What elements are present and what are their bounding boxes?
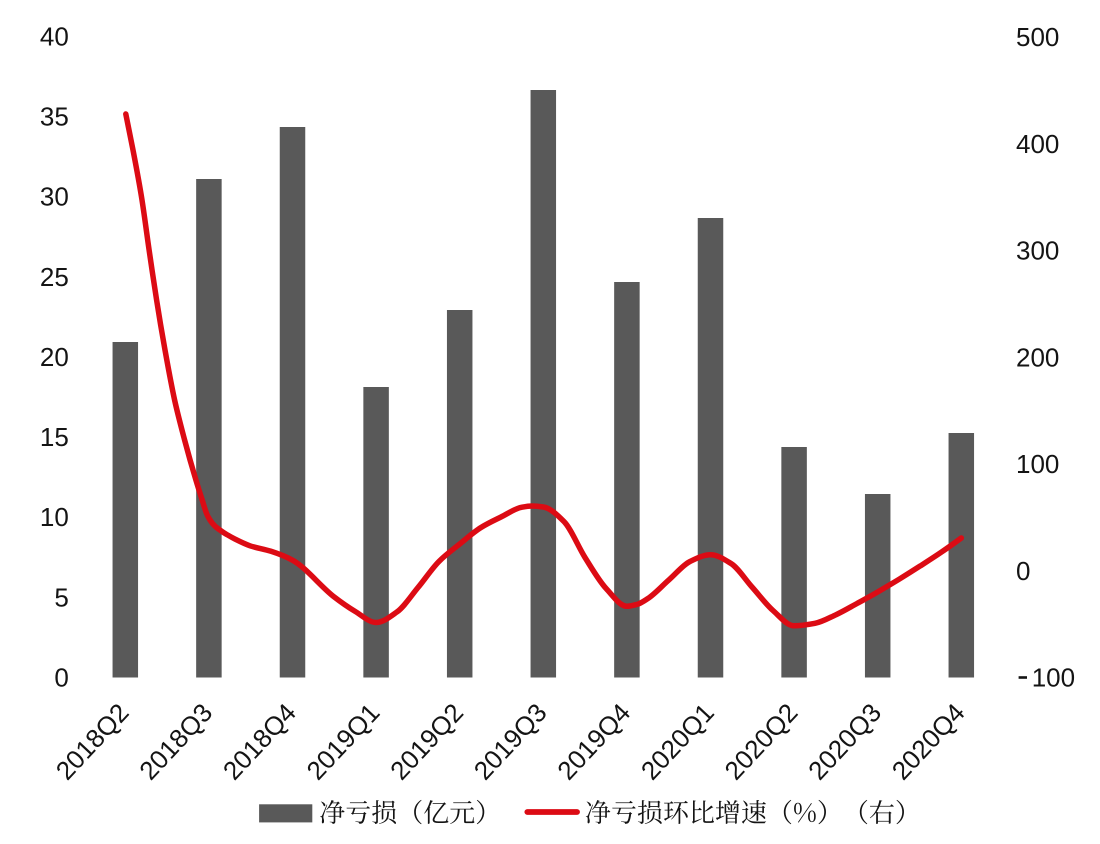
svg-text:500: 500 — [1016, 22, 1059, 52]
svg-text:20: 20 — [40, 342, 69, 372]
svg-text:25: 25 — [40, 262, 69, 292]
svg-text:200: 200 — [1016, 342, 1059, 372]
svg-text:0: 0 — [1016, 556, 1030, 586]
svg-text:10: 10 — [40, 502, 69, 532]
svg-text:300: 300 — [1016, 236, 1059, 266]
svg-text:15: 15 — [40, 422, 69, 452]
svg-text:400: 400 — [1016, 129, 1059, 159]
svg-text:35: 35 — [40, 102, 69, 132]
svg-text:0: 0 — [54, 663, 68, 693]
svg-text:100: 100 — [1016, 449, 1059, 479]
svg-text:100: 100 — [1032, 663, 1075, 693]
svg-text:30: 30 — [40, 182, 69, 212]
svg-text:5: 5 — [54, 582, 68, 612]
svg-text:40: 40 — [40, 22, 69, 52]
